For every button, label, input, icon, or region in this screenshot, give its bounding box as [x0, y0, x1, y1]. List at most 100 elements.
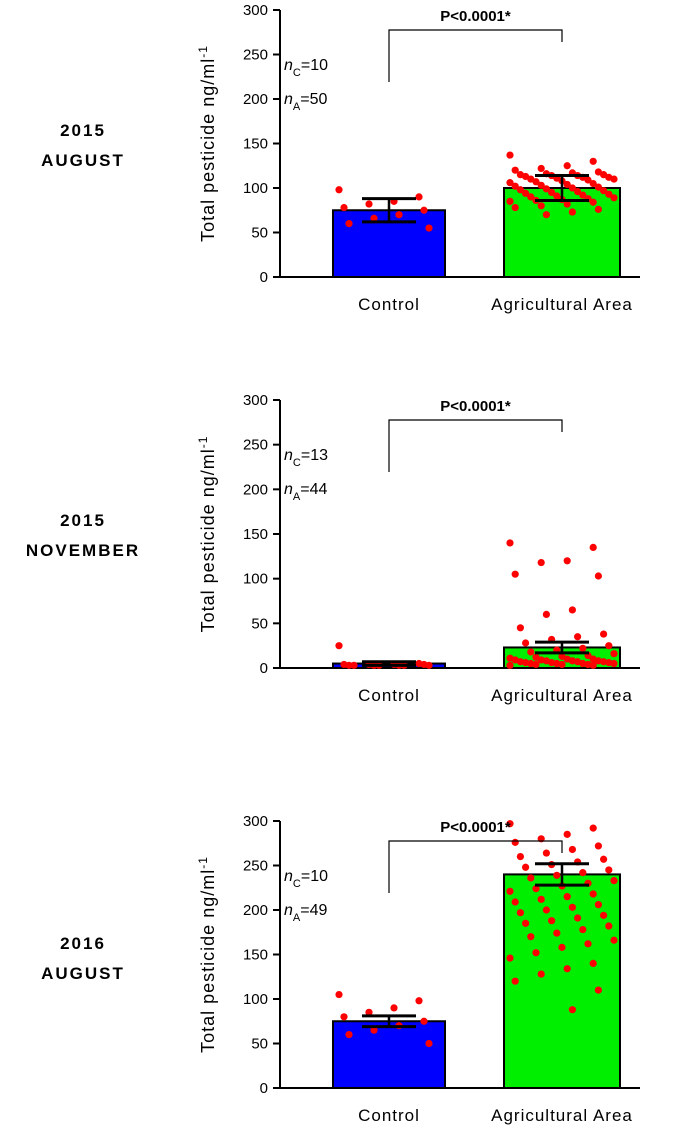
data-point [415, 193, 423, 201]
data-point [522, 639, 530, 647]
n-label-value: =13 [301, 447, 328, 464]
data-point [594, 986, 603, 994]
data-point [579, 925, 587, 934]
n-label-subscript: C [293, 67, 301, 79]
n-label: nC=13 [284, 447, 328, 469]
data-point [542, 849, 551, 857]
data-point [579, 191, 587, 199]
y-axis-label-exponent: -1 [196, 856, 210, 869]
y-tick-label: 300 [243, 813, 268, 830]
p-value-label: P<0.0001* [440, 819, 511, 836]
n-label-subscript: A [293, 101, 301, 113]
n-label-symbol: n [284, 902, 293, 919]
data-point [537, 970, 545, 978]
panel-label: 2015 NOVEMBER [26, 511, 140, 560]
data-point [506, 179, 514, 187]
data-point [563, 965, 571, 973]
y-tick-label: 250 [243, 437, 268, 454]
data-point [563, 200, 571, 208]
data-point [563, 162, 571, 170]
data-point [594, 572, 603, 580]
y-axis-label-unit: ng/ml [198, 448, 218, 503]
y-axis-label-text: Total pesticide [198, 924, 218, 1053]
data-point [370, 214, 378, 222]
n-label-value: =50 [300, 91, 327, 108]
y-tick-label: 200 [243, 481, 268, 498]
data-point [589, 959, 597, 968]
n-label: nC=10 [284, 57, 328, 79]
data-point [335, 186, 343, 194]
data-point [589, 890, 597, 898]
n-label-symbol: n [284, 57, 293, 74]
y-axis-label-text: Total pesticide [198, 503, 218, 632]
data-point [506, 197, 514, 205]
panel-label-year: 2016 [60, 934, 106, 953]
n-label: nC=10 [284, 868, 328, 890]
data-point [511, 203, 519, 212]
y-axis-label-unit: ng/ml [198, 869, 218, 924]
data-point [542, 906, 551, 914]
y-axis-label: Total pesticide ng/ml-1 [196, 856, 218, 1053]
y-tick-label: 200 [243, 91, 268, 108]
n-label-symbol: n [284, 91, 293, 108]
panel-label-month: NOVEMBER [26, 541, 140, 560]
data-point [527, 874, 535, 882]
x-category-label: Control [358, 1106, 420, 1125]
data-point [527, 933, 535, 941]
data-point [532, 885, 540, 893]
data-point [527, 648, 535, 656]
n-label-subscript: C [293, 878, 301, 890]
data-point [574, 914, 582, 922]
data-point [589, 157, 597, 165]
data-point [506, 539, 514, 547]
n-label: nA=44 [284, 481, 327, 503]
data-point [605, 866, 613, 874]
n-label-value: =10 [301, 57, 328, 74]
y-tick-label: 50 [251, 1036, 268, 1053]
data-point [506, 887, 514, 895]
data-point [600, 630, 608, 638]
data-point [600, 911, 608, 919]
panel-label: 2016 AUGUST [41, 934, 125, 983]
data-point [532, 178, 540, 186]
bar-agricultural [503, 873, 621, 1090]
n-label-subscript: A [293, 491, 301, 503]
data-point [350, 661, 358, 669]
data-point [345, 220, 353, 228]
data-point [594, 901, 603, 909]
data-point [600, 855, 608, 863]
data-point [340, 1013, 348, 1021]
data-point [522, 189, 530, 197]
data-point [537, 181, 545, 189]
data-point [522, 919, 530, 927]
data-point [511, 977, 519, 985]
data-point [574, 633, 582, 641]
data-point [610, 659, 618, 668]
data-point [600, 187, 608, 195]
data-point [594, 205, 603, 213]
data-point [415, 997, 423, 1005]
n-label: nA=50 [284, 91, 327, 113]
data-point [506, 820, 514, 828]
y-tick-label: 100 [243, 571, 268, 588]
x-category-label: Agricultural Area [491, 1106, 633, 1125]
data-point [574, 187, 582, 196]
data-point [537, 895, 545, 903]
x-category-label: Control [358, 686, 420, 705]
chart-panel-3: 2016 AUGUST 0 50 100 150 200 250 300 Total pestic… [41, 813, 640, 1125]
data-point [610, 650, 618, 658]
data-point [589, 824, 597, 832]
p-value-label: P<0.0001* [440, 8, 511, 25]
n-label-value: =49 [300, 902, 327, 919]
data-point [532, 949, 540, 957]
panel-label: 2015 AUGUST [41, 121, 125, 170]
y-tick-label: 200 [243, 902, 268, 919]
data-point [568, 845, 577, 854]
data-point [568, 606, 577, 614]
data-point [516, 853, 525, 861]
data-point [605, 922, 613, 930]
data-point [425, 661, 433, 669]
significance-bracket [388, 29, 563, 82]
data-point [579, 644, 587, 652]
data-point [553, 192, 561, 200]
